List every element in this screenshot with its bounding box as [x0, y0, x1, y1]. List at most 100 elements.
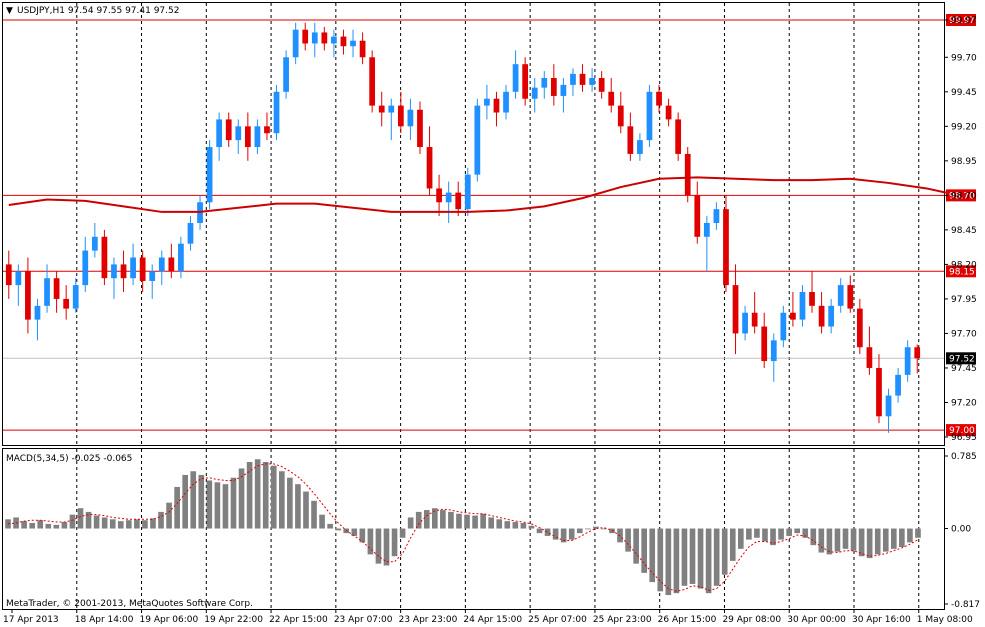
candle-body[interactable]	[178, 243, 184, 272]
candle-body[interactable]	[235, 126, 242, 141]
candle-body[interactable]	[455, 192, 462, 210]
candle-body[interactable]	[34, 305, 41, 320]
candle-body[interactable]	[713, 209, 720, 223]
candle-body[interactable]	[474, 105, 481, 175]
candle-body[interactable]	[445, 192, 452, 203]
candle-body[interactable]	[225, 119, 232, 141]
candle-body[interactable]	[723, 209, 729, 286]
candle-body[interactable]	[244, 126, 251, 148]
candle-body[interactable]	[111, 264, 117, 279]
candle-body[interactable]	[627, 126, 634, 154]
candle-body[interactable]	[168, 257, 175, 272]
candle-body[interactable]	[761, 326, 768, 362]
candle-body[interactable]	[732, 285, 739, 334]
candle-body[interactable]	[751, 312, 758, 327]
candle-body[interactable]	[694, 195, 701, 237]
candle-body[interactable]	[818, 305, 825, 327]
candle-body[interactable]	[359, 40, 366, 58]
candle-body[interactable]	[187, 222, 194, 244]
candle-body[interactable]	[388, 105, 395, 113]
candle-body[interactable]	[378, 105, 385, 113]
candlesticks[interactable]	[5, 22, 921, 433]
candle-body[interactable]	[608, 91, 615, 106]
candle-body[interactable]	[503, 91, 509, 113]
candle-body[interactable]	[484, 98, 490, 106]
candle-body[interactable]	[703, 222, 710, 237]
candle-body[interactable]	[417, 109, 423, 148]
candle-body[interactable]	[560, 84, 567, 96]
candle-body[interactable]	[541, 77, 548, 88]
candle-body[interactable]	[216, 119, 223, 148]
candle-body[interactable]	[5, 264, 12, 286]
candle-body[interactable]	[158, 257, 165, 272]
candle-body[interactable]	[617, 105, 624, 127]
candle-body[interactable]	[436, 188, 442, 203]
candle-body[interactable]	[531, 87, 538, 99]
candle-body[interactable]	[264, 126, 270, 134]
candle-body[interactable]	[856, 308, 863, 348]
candle-body[interactable]	[904, 347, 911, 375]
candle-body[interactable]	[684, 153, 691, 196]
candle-body[interactable]	[464, 174, 471, 210]
candle-body[interactable]	[656, 91, 662, 106]
x-tick-label: 19 Apr 22:00	[204, 615, 263, 625]
candle-body[interactable]	[828, 305, 835, 327]
candle-body[interactable]	[675, 119, 682, 154]
candle-body[interactable]	[15, 271, 22, 286]
candle-body[interactable]	[570, 73, 576, 85]
candle-body[interactable]	[254, 126, 261, 148]
candle-body[interactable]	[369, 57, 376, 106]
candle-body[interactable]	[914, 347, 921, 359]
candle-body[interactable]	[331, 36, 337, 44]
candle-body[interactable]	[25, 271, 31, 320]
candle-body[interactable]	[91, 236, 98, 251]
candle-body[interactable]	[589, 77, 595, 85]
candle-body[interactable]	[799, 292, 806, 320]
candle-body[interactable]	[302, 29, 309, 44]
candle-body[interactable]	[665, 105, 672, 120]
candle-body[interactable]	[63, 298, 70, 309]
candle-body[interactable]	[206, 147, 213, 203]
candle-body[interactable]	[550, 77, 557, 96]
candle-body[interactable]	[101, 236, 108, 279]
candle-body[interactable]	[512, 64, 519, 92]
candle-body[interactable]	[866, 347, 873, 368]
candle-body[interactable]	[130, 257, 136, 279]
candle-body[interactable]	[120, 264, 127, 279]
candle-body[interactable]	[53, 278, 60, 299]
candle-body[interactable]	[809, 292, 815, 306]
candle-body[interactable]	[646, 91, 653, 141]
candle-body[interactable]	[895, 374, 901, 396]
candle-body[interactable]	[72, 285, 79, 309]
candle-body[interactable]	[770, 340, 777, 362]
candle-body[interactable]	[407, 109, 414, 127]
candle-body[interactable]	[321, 32, 328, 44]
candle-body[interactable]	[579, 73, 586, 85]
candle-body[interactable]	[273, 91, 280, 134]
candle-body[interactable]	[637, 140, 643, 154]
candle-body[interactable]	[311, 32, 318, 44]
candle-body[interactable]	[283, 57, 289, 92]
candle-body[interactable]	[44, 278, 50, 306]
candle-body[interactable]	[790, 312, 796, 320]
candle-body[interactable]	[493, 98, 500, 113]
candle-body[interactable]	[837, 285, 844, 306]
candle-body[interactable]	[149, 271, 156, 281]
candle-body[interactable]	[426, 147, 433, 189]
header-arrow-icon[interactable]: ▼	[6, 6, 13, 16]
macd-bar	[737, 528, 744, 549]
candle-body[interactable]	[885, 395, 892, 417]
candle-body[interactable]	[139, 257, 146, 281]
candle-body[interactable]	[780, 312, 787, 341]
candle-body[interactable]	[397, 105, 404, 127]
candle-body[interactable]	[522, 64, 529, 99]
candle-body[interactable]	[876, 367, 882, 417]
candle-body[interactable]	[350, 40, 356, 47]
candle-body[interactable]	[340, 36, 347, 47]
candle-body[interactable]	[742, 312, 748, 334]
candle-body[interactable]	[598, 77, 605, 92]
candle-body[interactable]	[82, 250, 89, 286]
candle-body[interactable]	[847, 285, 854, 309]
candle-body[interactable]	[292, 29, 299, 58]
